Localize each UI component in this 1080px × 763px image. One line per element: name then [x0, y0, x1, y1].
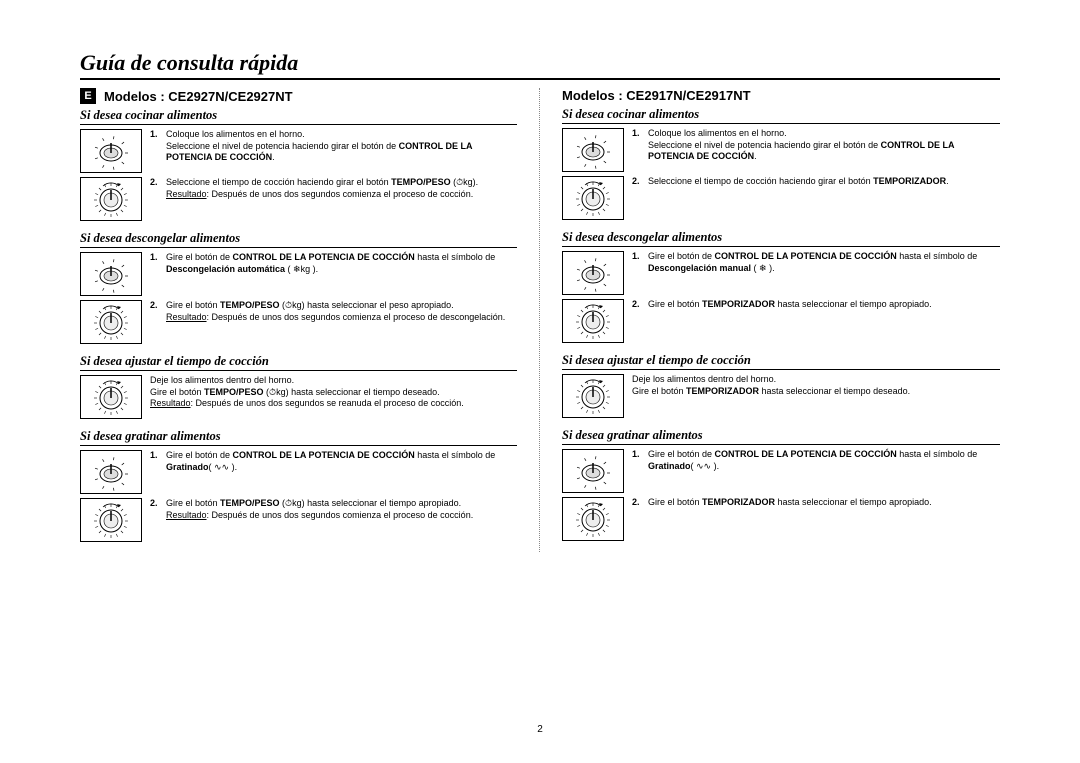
right-column: Modelos : CE2917N/CE2917NT Si desea coci…: [540, 88, 1000, 552]
step-number: 1.: [632, 251, 644, 274]
section-title: Si desea ajustar el tiempo de cocción: [80, 354, 517, 371]
step-row: 1.Gire el botón de CONTROL DE LA POTENCI…: [80, 450, 517, 494]
dial-icon: [562, 449, 624, 493]
dial-icon: [80, 375, 142, 419]
dial-icon: [562, 299, 624, 343]
step-row: 1.Gire el botón de CONTROL DE LA POTENCI…: [562, 251, 1000, 295]
page-title: Guía de consulta rápida: [80, 50, 1000, 80]
step-body-text: Gire el botón TEMPO/PESO (⏱︎kg) hasta se…: [166, 498, 473, 521]
section-title: Si desea ajustar el tiempo de cocción: [562, 353, 1000, 370]
dial-icon: [562, 176, 624, 220]
step-body-text: Coloque los alimentos en el horno.Selecc…: [166, 129, 517, 164]
step-body-text: Seleccione el tiempo de cocción haciendo…: [648, 176, 949, 188]
page-number: 2: [537, 724, 543, 735]
step-body-text: Deje los alimentos dentro del horno.Gire…: [150, 375, 464, 410]
step-row: Deje los alimentos dentro del horno.Gire…: [80, 375, 517, 419]
model-header-left: E Modelos : CE2927N/CE2927NT: [80, 88, 517, 104]
step-number: 2.: [150, 177, 162, 200]
step-row: 2. Gire el botón TEMPORIZADOR hasta selec…: [562, 497, 1000, 541]
dial-icon: [562, 374, 624, 418]
section-title: Si desea descongelar alimentos: [562, 230, 1000, 247]
step-body-text: Gire el botón de CONTROL DE LA POTENCIA …: [648, 449, 1000, 472]
section-title: Si desea gratinar alimentos: [562, 428, 1000, 445]
section: Si desea descongelar alimentos 1.Gire el…: [80, 231, 517, 344]
dial-icon: [562, 251, 624, 295]
step-number: 1.: [150, 450, 162, 473]
step-text: 1.Gire el botón de CONTROL DE LA POTENCI…: [150, 252, 517, 275]
step-number: 2.: [150, 498, 162, 521]
step-row: 1.Gire el botón de CONTROL DE LA POTENCI…: [80, 252, 517, 296]
step-row: 2.Seleccione el tiempo de cocción hacien…: [80, 177, 517, 221]
step-row: 1.Coloque los alimentos en el horno.Sele…: [80, 129, 517, 173]
content-columns: E Modelos : CE2927N/CE2927NT Si desea co…: [80, 88, 1000, 552]
step-number: 2.: [150, 300, 162, 323]
step-number: 1.: [632, 128, 644, 163]
step-text: 2.Gire el botón TEMPO/PESO (⏱︎kg) hasta …: [150, 300, 517, 323]
step-text: 1.Coloque los alimentos en el horno.Sele…: [632, 128, 1000, 163]
step-text: 2.Seleccione el tiempo de cocción hacien…: [150, 177, 517, 200]
step-row: 1.Gire el botón de CONTROL DE LA POTENCI…: [562, 449, 1000, 493]
dial-icon: [562, 497, 624, 541]
step-body-text: Seleccione el tiempo de cocción haciendo…: [166, 177, 478, 200]
section-title: Si desea gratinar alimentos: [80, 429, 517, 446]
step-body-text: Gire el botón de CONTROL DE LA POTENCIA …: [648, 251, 1000, 274]
model-header-right: Modelos : CE2917N/CE2917NT: [562, 88, 1000, 103]
step-row: 2. Seleccione el tiempo de cocción hacien…: [562, 176, 1000, 220]
model-title-left: Modelos : CE2927N/CE2927NT: [104, 89, 293, 104]
dial-icon: [80, 498, 142, 542]
section: Si desea ajustar el tiempo de cocción De…: [80, 354, 517, 419]
lang-badge: E: [80, 88, 96, 104]
model-title-right: Modelos : CE2917N/CE2917NT: [562, 88, 751, 103]
dial-icon: [80, 129, 142, 173]
section-title: Si desea cocinar alimentos: [80, 108, 517, 125]
step-number: 2.: [632, 299, 644, 311]
section-title: Si desea cocinar alimentos: [562, 107, 1000, 124]
section: Si desea ajustar el tiempo de cocción De…: [562, 353, 1000, 418]
section: Si desea descongelar alimentos 1.Gire el…: [562, 230, 1000, 343]
left-column: E Modelos : CE2927N/CE2927NT Si desea co…: [80, 88, 540, 552]
step-row: 2.Gire el botón TEMPO/PESO (⏱︎kg) hasta …: [80, 300, 517, 344]
step-body-text: Gire el botón TEMPO/PESO (⏱︎kg) hasta se…: [166, 300, 505, 323]
step-body-text: Gire el botón TEMPORIZADOR hasta selecci…: [648, 299, 932, 311]
step-body-text: Gire el botón de CONTROL DE LA POTENCIA …: [166, 450, 517, 473]
step-row: 1.Coloque los alimentos en el horno.Sele…: [562, 128, 1000, 172]
step-text: Deje los alimentos dentro del horno.Gire…: [150, 375, 517, 410]
step-row: 2. Gire el botón TEMPORIZADOR hasta selec…: [562, 299, 1000, 343]
step-text: 1.Gire el botón de CONTROL DE LA POTENCI…: [150, 450, 517, 473]
step-text: Deje los alimentos dentro del horno.Gire…: [632, 374, 1000, 397]
section: Si desea cocinar alimentos 1.Coloque los…: [562, 107, 1000, 220]
step-text: 1.Coloque los alimentos en el horno.Sele…: [150, 129, 517, 164]
section-title: Si desea descongelar alimentos: [80, 231, 517, 248]
step-number: 2.: [632, 176, 644, 188]
dial-icon: [80, 177, 142, 221]
step-text: 2. Seleccione el tiempo de cocción hacien…: [632, 176, 1000, 188]
step-body-text: Gire el botón TEMPORIZADOR hasta selecci…: [648, 497, 932, 509]
section: Si desea cocinar alimentos 1.Coloque los…: [80, 108, 517, 221]
dial-icon: [80, 450, 142, 494]
step-number: 1.: [632, 449, 644, 472]
step-body-text: Coloque los alimentos en el horno.Selecc…: [648, 128, 1000, 163]
step-body-text: Gire el botón de CONTROL DE LA POTENCIA …: [166, 252, 517, 275]
step-text: 2.Gire el botón TEMPO/PESO (⏱︎kg) hasta …: [150, 498, 517, 521]
step-text: 2. Gire el botón TEMPORIZADOR hasta selec…: [632, 497, 1000, 509]
section: Si desea gratinar alimentos 1.Gire el bo…: [562, 428, 1000, 541]
step-row: 2.Gire el botón TEMPO/PESO (⏱︎kg) hasta …: [80, 498, 517, 542]
step-row: Deje los alimentos dentro del horno.Gire…: [562, 374, 1000, 418]
step-number: 1.: [150, 129, 162, 164]
step-body-text: Deje los alimentos dentro del horno.Gire…: [632, 374, 910, 397]
section: Si desea gratinar alimentos 1.Gire el bo…: [80, 429, 517, 542]
dial-icon: [80, 300, 142, 344]
step-text: 1.Gire el botón de CONTROL DE LA POTENCI…: [632, 449, 1000, 472]
dial-icon: [80, 252, 142, 296]
step-number: 2.: [632, 497, 644, 509]
step-number: 1.: [150, 252, 162, 275]
dial-icon: [562, 128, 624, 172]
step-text: 2. Gire el botón TEMPORIZADOR hasta selec…: [632, 299, 1000, 311]
step-text: 1.Gire el botón de CONTROL DE LA POTENCI…: [632, 251, 1000, 274]
